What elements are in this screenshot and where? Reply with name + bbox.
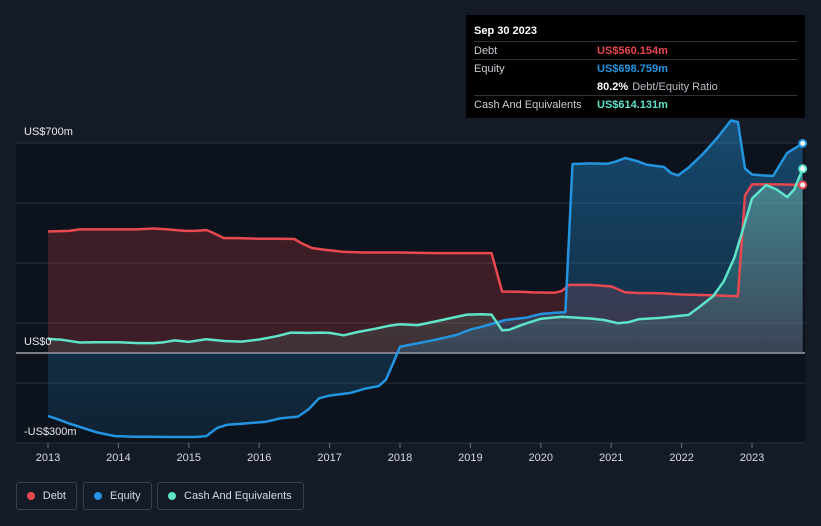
x-tick-label: 2013 xyxy=(36,452,60,464)
tooltip-cash-row: Cash And Equivalents US$614.131m xyxy=(474,95,797,113)
cash-and-equivalents-endpoint xyxy=(798,164,808,174)
x-tick-label: 2023 xyxy=(740,452,764,464)
tooltip-cash-value: US$614.131m xyxy=(597,98,668,111)
y-axis-label: -US$300m xyxy=(24,426,77,438)
x-tick-label: 2017 xyxy=(317,452,341,464)
debt-endpoint xyxy=(798,180,808,190)
equity-line xyxy=(47,119,804,439)
data-tooltip: Sep 30 2023 Debt US$560.154m Equity US$6… xyxy=(466,15,805,118)
equity-endpoint xyxy=(798,138,808,148)
legend-equity[interactable]: Equity xyxy=(83,482,152,510)
tooltip-equity-label: Equity xyxy=(474,62,505,75)
x-tick-label: 2015 xyxy=(177,452,201,464)
tooltip-debt-row: Debt US$560.154m xyxy=(474,41,797,59)
legend-equity-dot xyxy=(94,492,102,500)
y-axis-label: US$700m xyxy=(24,126,73,138)
legend-cash-dot xyxy=(168,492,176,500)
equity-area xyxy=(48,120,803,437)
cash-and-equivalents-area xyxy=(48,168,803,353)
legend-debt-label: Debt xyxy=(42,490,66,502)
debt-line xyxy=(47,183,803,298)
x-tick-label: 2019 xyxy=(458,452,482,464)
x-tick-label: 2021 xyxy=(599,452,623,464)
x-tick-label: 2022 xyxy=(669,452,693,464)
cash-and-equivalents-line xyxy=(47,168,804,345)
legend-cash-label: Cash And Equivalents xyxy=(184,490,292,502)
tooltip-equity-value: US$698.759m xyxy=(597,62,668,75)
legend-equity-label: Equity xyxy=(110,490,141,502)
x-tick-label: 2014 xyxy=(106,452,130,464)
legend-debt[interactable]: Debt xyxy=(16,482,77,510)
legend-debt-dot xyxy=(27,492,35,500)
tooltip-debt-value: US$560.154m xyxy=(597,44,668,57)
tooltip-equity-row: Equity US$698.759m xyxy=(474,59,797,77)
tooltip-date: Sep 30 2023 xyxy=(474,25,537,37)
legend-cash[interactable]: Cash And Equivalents xyxy=(157,482,304,510)
tooltip-debt-label: Debt xyxy=(474,44,498,57)
x-tick-label: 2016 xyxy=(247,452,271,464)
tooltip-ratio-label: Debt/Equity Ratio xyxy=(632,80,718,93)
tooltip-cash-label: Cash And Equivalents xyxy=(474,98,582,111)
tooltip-ratio-value: 80.2% xyxy=(597,80,629,93)
x-tick-label: 2018 xyxy=(388,452,412,464)
x-tick-label: 2020 xyxy=(529,452,553,464)
y-axis-label: US$0 xyxy=(24,336,52,348)
tooltip-ratio-row: 80.2% Debt/Equity Ratio xyxy=(474,77,797,95)
